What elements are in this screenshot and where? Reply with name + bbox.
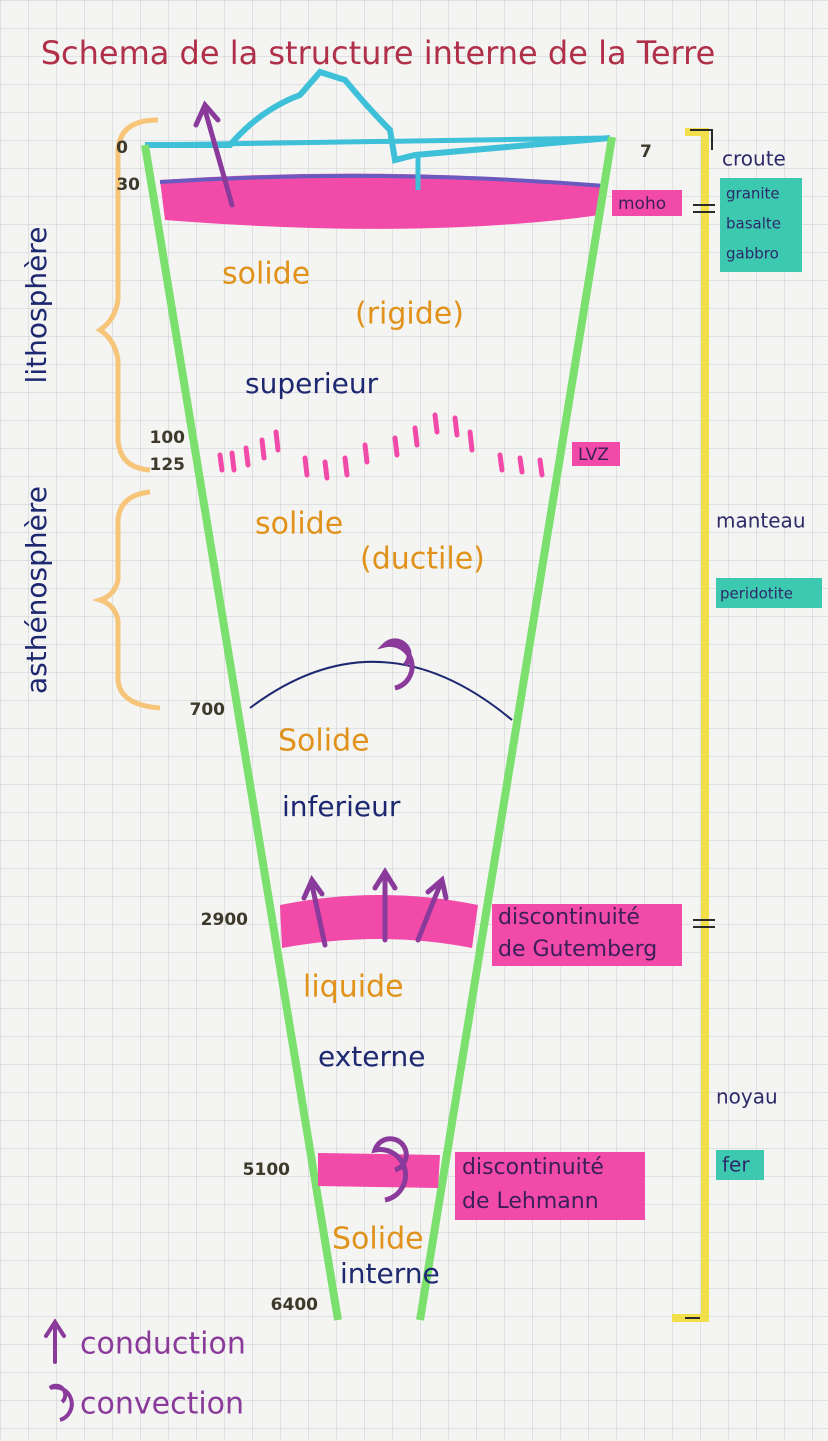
legend-label: conduction — [80, 1327, 246, 1362]
surface-line — [145, 68, 611, 164]
lehmann-band — [318, 1153, 440, 1188]
legend-convection-symbol — [48, 1383, 74, 1422]
layer-name: externe — [318, 1040, 426, 1073]
rock-label: granite — [726, 185, 780, 203]
depth-label: 30 — [116, 175, 140, 195]
layer-state: solide — [222, 257, 310, 292]
depth-label: 7 — [640, 142, 652, 162]
lithosphere-brace — [95, 117, 159, 473]
depth-label: 2900 — [201, 910, 248, 930]
asthenosphere-label: asthénosphère — [20, 486, 53, 694]
highlight — [455, 1152, 645, 1220]
highlight — [492, 904, 682, 966]
gutenberg-label: discontinuité — [498, 905, 640, 930]
cone-right — [416, 136, 616, 1321]
core-label: noyau — [716, 1085, 778, 1109]
layer-name: superieur — [245, 367, 379, 400]
depth-label: 700 — [190, 700, 226, 720]
highlight — [572, 442, 620, 466]
depth-label: 0 — [116, 138, 128, 158]
lvz-dashes — [217, 412, 545, 481]
layer-state: Solide — [278, 724, 370, 759]
metal-label: fer — [722, 1153, 750, 1177]
lvz-label: LVZ — [578, 445, 609, 465]
depth-label: 100 — [150, 428, 186, 448]
highlight — [612, 190, 682, 216]
rock-label: basalte — [726, 215, 781, 233]
core-convection-symbol — [371, 1136, 409, 1203]
depth-label: 6400 — [271, 1295, 318, 1315]
rock-label: peridotite — [720, 585, 793, 603]
legend-label: convection — [80, 1387, 244, 1422]
crust-top — [144, 135, 611, 148]
convection-symbol — [377, 638, 415, 691]
mantle-label: manteau — [716, 509, 806, 533]
gutenberg-label: de Gutemberg — [498, 937, 657, 962]
core-conduction-arrows — [301, 867, 449, 948]
moho-band — [160, 173, 605, 229]
transition-arc — [249, 660, 513, 721]
cone-left — [141, 144, 342, 1321]
asthenosphere-brace — [92, 489, 161, 711]
lehmann-label: de Lehmann — [462, 1189, 599, 1214]
moho-label: moho — [618, 194, 666, 214]
layer-state-detail: (ductile) — [360, 542, 485, 577]
layer-state: solide — [255, 507, 343, 542]
bracket-ticks — [693, 204, 715, 928]
bracket-ink — [685, 129, 713, 1319]
conduction-arrow — [193, 100, 235, 208]
moho-line — [159, 173, 606, 188]
legend-conduction-symbol — [44, 1318, 66, 1364]
title: Schema de la structure interne de la Ter… — [41, 34, 716, 72]
rock-label: gabbro — [726, 245, 779, 263]
highlight — [716, 578, 822, 608]
layer-name: inferieur — [282, 790, 401, 823]
crust-label: croute — [722, 147, 786, 171]
depth-label: 125 — [150, 455, 186, 475]
layer-state: Solide — [332, 1222, 424, 1257]
highlight — [716, 1150, 764, 1180]
lithosphere-label: lithosphère — [20, 227, 53, 384]
lehmann-label: discontinuité — [462, 1155, 604, 1180]
layer-state-detail: (rigide) — [355, 297, 464, 332]
layer-state: liquide — [303, 970, 404, 1005]
highlight — [720, 178, 802, 272]
depth-label: 5100 — [243, 1160, 290, 1180]
layer-name: interne — [340, 1257, 440, 1290]
